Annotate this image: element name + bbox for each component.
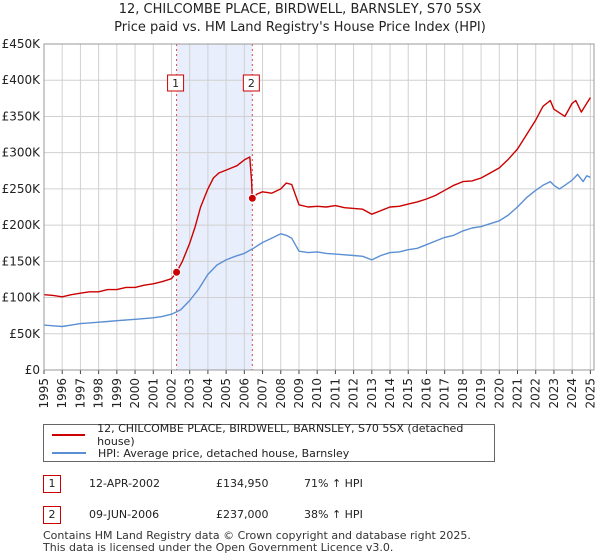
legend-item-hpi: HPI: Average price, detached house, Barn… [52, 445, 349, 461]
legend-label-property: 12, CHILCOMBE PLACE, BIRDWELL, BARNSLEY,… [97, 422, 464, 448]
chart-title: 12, CHILCOMBE PLACE, BIRDWELL, BARNSLEY,… [118, 2, 482, 17]
price-chart: £0 £50K £100K £150K £200K £250K £300K £350K £400… [2, 37, 598, 409]
legend-label-hpi: HPI: Average price, detached house, Barn… [98, 446, 350, 460]
x-tick-label: 2015 [401, 378, 415, 409]
y-tick-label: £200K [2, 218, 42, 232]
x-tick-label: 1997 [73, 378, 87, 409]
x-tick-label: 2016 [419, 378, 433, 409]
transaction-date: 09-JUN-2006 [89, 508, 160, 521]
x-tick-label: 2009 [292, 378, 306, 409]
marker-badge-label: 2 [248, 77, 255, 90]
y-tick-label: £450K [2, 37, 42, 51]
x-tick-label: 2018 [456, 378, 470, 409]
legend-item-property: 12, CHILCOMBE PLACE, BIRDWELL, BARNSLEY,… [52, 422, 494, 448]
footer-copyright: Contains HM Land Registry data © Crown c… [43, 529, 471, 542]
transaction-price: £134,950 [216, 477, 269, 490]
x-tick-label: 2023 [547, 378, 561, 409]
x-tick-label: 2007 [256, 378, 270, 409]
y-tick-label: £0 [25, 363, 40, 377]
y-tick-label: £50K [9, 327, 41, 341]
transaction-number: 2 [43, 506, 61, 524]
y-tick-label: £100K [2, 291, 42, 305]
series-lines [43, 97, 591, 328]
x-tick-label: 1998 [92, 378, 106, 409]
x-tick-label: 1995 [37, 378, 51, 409]
shaded-region [176, 44, 253, 370]
x-tick-label: 2021 [511, 378, 525, 409]
x-tick-label: 2001 [146, 378, 160, 409]
legend: 12, CHILCOMBE PLACE, BIRDWELL, BARNSLEY,… [43, 422, 495, 462]
ownership-period-shade [176, 44, 253, 370]
legend-swatch-property [52, 434, 86, 436]
x-tick-label: 1999 [110, 378, 124, 409]
x-tick-label: 2012 [347, 378, 361, 409]
transaction-date: 12-APR-2002 [89, 477, 161, 490]
x-tick-label: 2013 [365, 378, 379, 409]
x-tick-label: 2005 [219, 378, 233, 409]
marker-badge-label: 1 [172, 77, 179, 90]
y-tick-label: £300K [2, 146, 42, 160]
transaction-number: 1 [43, 475, 61, 493]
transaction-hpi-change: 38% ↑ HPI [304, 508, 363, 521]
x-tick-label: 2014 [383, 378, 397, 409]
y-tick-label: £400K [2, 73, 42, 87]
legend-swatch-hpi [52, 452, 86, 454]
sale-point [172, 267, 182, 277]
footer: Contains HM Land Registry data © Crown c… [43, 530, 471, 554]
transaction-price: £237,000 [216, 508, 269, 521]
x-tick-label: 2006 [237, 378, 251, 409]
x-tick-label: 2017 [438, 378, 452, 409]
series-line-hpi [43, 173, 591, 328]
x-tick-label: 2022 [529, 378, 543, 409]
series-line-property [43, 97, 591, 298]
x-tick-label: 2010 [310, 378, 324, 409]
x-tick-label: 2004 [201, 378, 215, 409]
y-tick-label: £350K [2, 109, 42, 123]
x-tick-label: 2008 [274, 378, 288, 409]
x-tick-label: 2019 [474, 378, 488, 409]
transaction-hpi-change: 71% ↑ HPI [304, 477, 363, 490]
marker-badge [242, 74, 260, 92]
x-tick-label: 2025 [583, 378, 597, 409]
x-tick-label: 2000 [128, 378, 142, 409]
footer-licence: This data is licensed under the Open Gov… [43, 541, 394, 554]
x-tick-label: 2002 [164, 378, 178, 409]
y-tick-label: £150K [2, 254, 42, 268]
chart-subtitle: Price paid vs. HM Land Registry's House … [114, 20, 486, 35]
x-tick-label: 1996 [55, 378, 69, 409]
x-tick-label: 2020 [492, 378, 506, 409]
x-tick-label: 2011 [328, 378, 342, 409]
sale-point [247, 193, 257, 203]
marker-badge [167, 74, 185, 92]
x-tick-label: 2024 [565, 378, 579, 409]
plot-frame [43, 43, 595, 371]
axes: £0 £50K £100K £150K £200K £250K £300K £350K £400… [2, 37, 598, 409]
x-tick-label: 2003 [183, 378, 197, 409]
y-tick-label: £250K [2, 182, 42, 196]
